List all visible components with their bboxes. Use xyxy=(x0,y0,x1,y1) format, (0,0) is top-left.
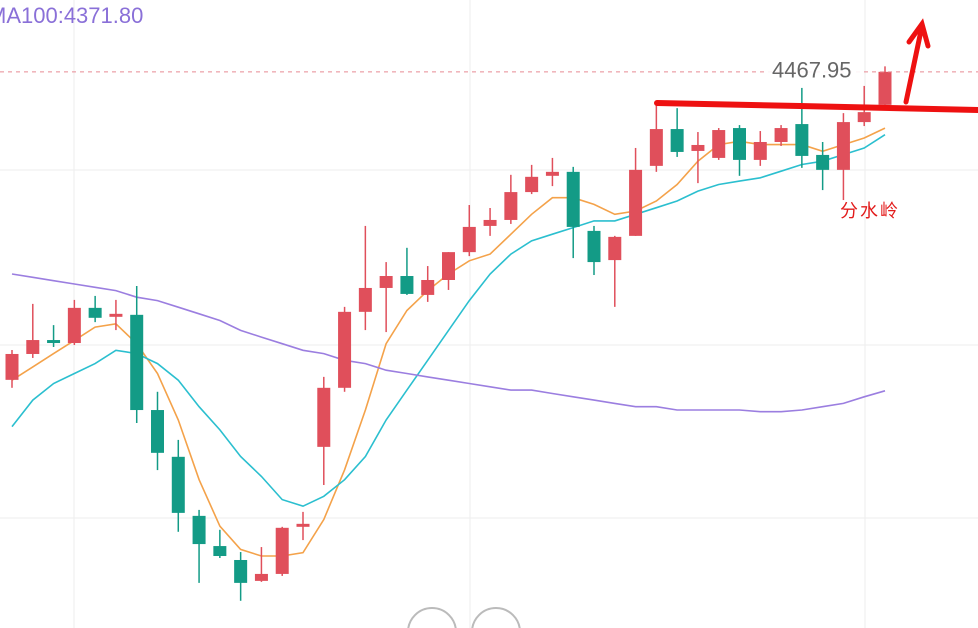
candle-body xyxy=(317,387,331,447)
resistance-line xyxy=(654,100,978,113)
candle-body xyxy=(296,523,310,527)
last-price-label: 4467.95 xyxy=(772,58,852,83)
candle-body xyxy=(338,311,352,388)
candle-body xyxy=(587,230,601,263)
candle-body xyxy=(608,236,622,261)
nav-buttons[interactable] xyxy=(407,607,521,628)
candle-body xyxy=(171,456,185,513)
candle-body xyxy=(151,410,164,453)
price-label-bg xyxy=(768,58,862,85)
candle-body xyxy=(275,527,289,574)
candle-body xyxy=(670,129,684,152)
candle-body xyxy=(462,226,476,253)
annotation: 分水岭 xyxy=(840,201,900,221)
candle-body xyxy=(836,122,850,170)
candle-body xyxy=(192,515,206,545)
candle-body xyxy=(26,340,40,354)
candle-body xyxy=(712,130,726,158)
candle-body xyxy=(109,313,123,317)
candle-body xyxy=(5,353,19,380)
candle-body xyxy=(816,154,830,170)
arrow-head xyxy=(906,18,931,49)
candle-body xyxy=(629,169,643,236)
candle-body xyxy=(442,252,455,280)
ma100-label: MA100:4371.80 xyxy=(0,3,143,28)
plot-area: 4467.95 xyxy=(0,58,978,601)
candle-body xyxy=(88,307,102,318)
arrow-shaft xyxy=(903,23,925,105)
ma-line xyxy=(11,134,886,508)
candle-body xyxy=(358,287,372,312)
candle-body xyxy=(213,546,227,557)
candle-body xyxy=(566,171,580,227)
candle-body xyxy=(774,128,788,142)
prev-button[interactable] xyxy=(407,607,457,628)
candle-body xyxy=(483,219,497,226)
candle-body xyxy=(733,128,746,160)
candle-body xyxy=(878,71,892,105)
candle-body xyxy=(857,112,871,123)
candle-body xyxy=(649,129,663,166)
candle-body xyxy=(67,307,81,344)
candle-body xyxy=(47,340,61,344)
candle-body xyxy=(753,141,767,160)
next-button[interactable] xyxy=(471,607,521,628)
ma-line xyxy=(11,273,886,413)
hand-drawn-marks xyxy=(654,18,978,113)
candle-body xyxy=(130,314,144,411)
candle-body xyxy=(525,176,539,193)
candle-body xyxy=(691,144,705,151)
candle-body xyxy=(504,192,518,220)
candle-body xyxy=(379,276,393,288)
candle-body xyxy=(421,279,435,295)
candle-body xyxy=(254,573,268,581)
candle-body xyxy=(795,124,809,156)
candle-body xyxy=(545,171,559,176)
candle-body xyxy=(400,276,414,294)
candle-body xyxy=(234,559,248,583)
